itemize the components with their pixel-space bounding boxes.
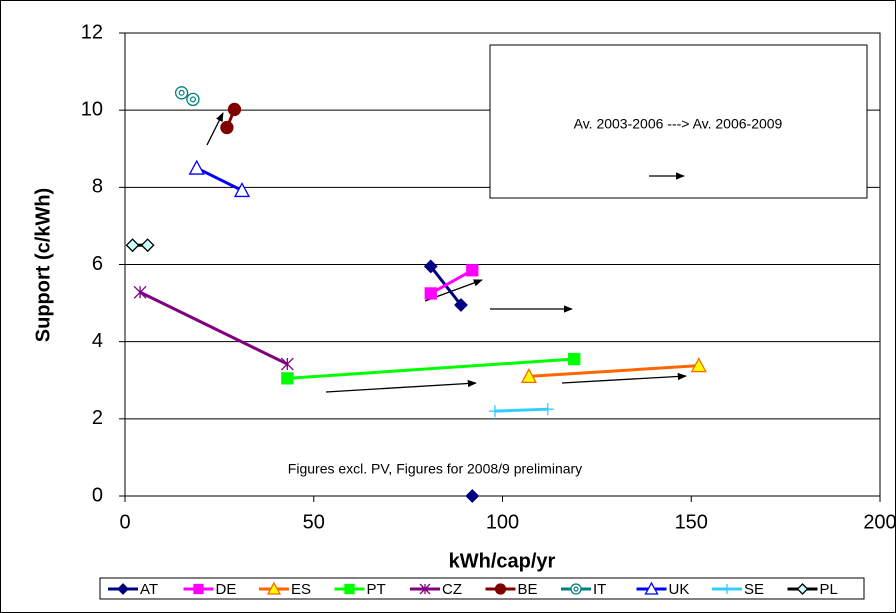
arrow [561,372,687,384]
marker [520,368,538,384]
x-tick-label: 150 [675,511,708,533]
series-line [528,364,699,378]
marker [466,264,479,277]
marker [188,159,205,175]
marker [419,583,431,595]
annotation: Figures excl. PV, Figures for 2008/9 pre… [288,461,582,477]
legend [99,577,865,600]
legend-label: PL [820,581,838,598]
marker [174,86,189,100]
marker [644,581,659,595]
y-tick-label: 6 [92,253,103,275]
marker [117,583,129,595]
y-tick-label: 0 [92,484,103,506]
marker [133,285,147,299]
marker [465,489,480,503]
marker [796,583,809,595]
series-line [494,407,548,413]
marker [424,287,437,300]
x-axis-title: kWh/cap/yr [449,550,556,572]
legend-label: CZ [442,581,462,598]
marker [690,357,707,373]
marker [454,298,468,312]
y-tick-label: 4 [92,330,103,352]
legend-label: DE [216,581,237,598]
marker [344,583,355,595]
y-tick-label: 8 [92,176,103,198]
legend-label: AT [140,581,158,598]
series-line [196,166,243,192]
marker [266,581,282,595]
legend-label: BE [518,581,538,598]
legend-label: IT [593,581,606,598]
marker [125,238,140,253]
legend-label: SE [744,581,764,598]
y-tick-label: 12 [81,21,103,43]
x-tick-label: 200 [863,511,896,533]
marker [227,102,242,117]
annotation: Av. 2003-2006 ---> Av. 2006-2009 [574,116,783,132]
marker [233,182,251,198]
marks [125,86,707,503]
marker [570,583,582,595]
marker [488,405,501,418]
legend-label: ES [291,581,311,598]
marker [722,584,732,594]
marker [220,120,234,135]
legend-label: PT [367,581,386,598]
marker-part [186,92,200,107]
marker [494,583,507,595]
marker-part [178,89,185,96]
y-tick-label: 2 [92,407,103,429]
marker-part [189,96,196,103]
x-tick-label: 50 [303,511,325,533]
marker [541,403,554,416]
arrows [206,112,687,393]
arrow [206,112,224,146]
marker [280,357,294,371]
marker [281,372,294,385]
marker [140,238,155,253]
arrow [325,379,477,393]
marker-part [570,583,582,595]
x-tick-label: 100 [486,511,519,533]
y-axis-title: Support (c/kWh) [32,188,54,342]
x-tick-label: 0 [119,511,130,533]
marker [186,92,200,107]
marker-part [573,586,579,592]
marker [423,259,438,274]
series-line [287,357,575,380]
marker-part [174,86,189,100]
marker [193,583,204,595]
series-line [139,290,288,366]
series-line [430,268,474,295]
legend-label: UK [669,581,690,598]
marker [568,352,581,366]
y-tick-label: 10 [81,98,103,120]
